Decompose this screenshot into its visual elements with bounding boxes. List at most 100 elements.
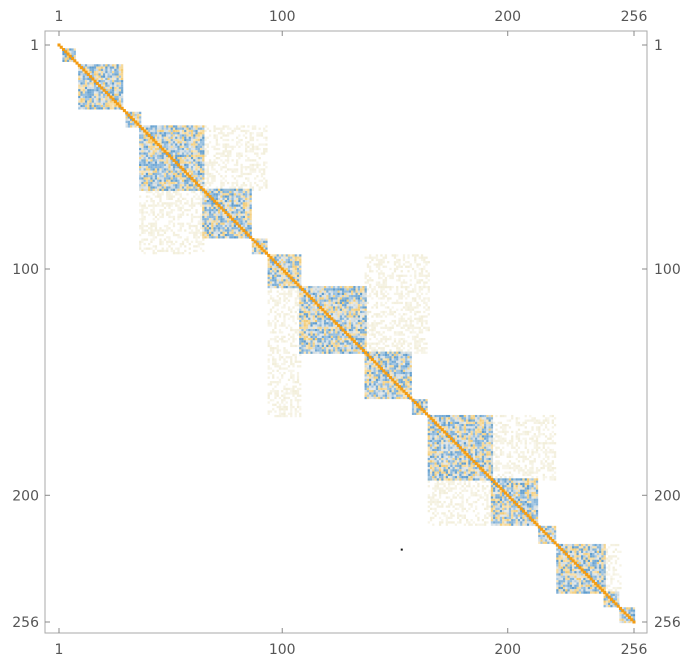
diagonal-cell: [305, 292, 309, 296]
diagonal-cell: [373, 360, 377, 364]
diagonal-block: [411, 399, 428, 415]
diagonal-cell: [418, 405, 422, 409]
diagonal-cell: [512, 500, 517, 504]
diagonal-cell: [425, 412, 429, 416]
diagonal-cell: [316, 303, 320, 307]
diagonal-cell: [582, 570, 586, 574]
diagonal-cell: [337, 324, 341, 328]
diagonal-cell: [134, 120, 138, 124]
diagonal-cell: [186, 172, 190, 176]
diagonal-cell: [255, 242, 259, 246]
diagonal-cell: [86, 72, 90, 76]
diagonal-cell: [215, 201, 219, 205]
diagonal-cell: [436, 423, 440, 427]
diagonal-cell: [560, 548, 564, 552]
faint-region: [267, 285, 302, 418]
diagonal-cell: [370, 357, 374, 362]
diagonal-cell: [540, 527, 544, 531]
diagonal-cell: [167, 154, 172, 158]
y-tick-label-right: 200: [654, 488, 681, 504]
diagonal-cell: [350, 337, 354, 341]
diagonal-cell: [165, 152, 169, 156]
diagonal-cell: [152, 138, 156, 142]
diagonal-cell: [172, 158, 176, 162]
diagonal-cell: [303, 290, 307, 294]
diagonal-cell: [352, 339, 356, 343]
diagonal-cell: [625, 613, 629, 617]
diagonal-cell: [77, 63, 81, 67]
diagonal-cell: [113, 100, 117, 104]
diagonal-cell: [237, 224, 241, 228]
diagonal-cell: [549, 536, 553, 540]
diagonal-cell: [346, 333, 350, 337]
diagonal-cell: [589, 577, 593, 581]
diagonal-block: [364, 351, 412, 400]
diagonal-cell: [427, 414, 431, 418]
x-tick-label-bottom: 200: [494, 642, 521, 658]
diagonal-cell: [213, 199, 217, 203]
diagonal-cell: [129, 115, 133, 119]
diagonal-cell: [558, 545, 562, 549]
diagonal-cell: [569, 557, 573, 561]
faint-region: [427, 478, 494, 526]
diagonal-cell: [357, 344, 361, 348]
diagonal-cell: [472, 459, 476, 463]
diagonal-cell: [411, 398, 415, 402]
diagonal-cell: [199, 186, 203, 190]
diagonal-cell: [102, 88, 106, 92]
diagonal-cell: [368, 355, 372, 359]
diagonal-cell: [107, 93, 111, 97]
diagonal-cell: [546, 534, 550, 538]
diagonal-cell: [384, 371, 388, 375]
y-tick-label-right: 1: [654, 38, 663, 54]
diagonal-cell: [585, 572, 589, 577]
diagonal-cell: [422, 410, 426, 414]
diagonal-cell: [474, 462, 478, 466]
diagonal-cell: [190, 176, 194, 181]
diagonal-cell: [310, 296, 314, 300]
diagonal-cell: [404, 391, 408, 395]
diagonal-cell: [603, 591, 607, 595]
diagonal-cell: [443, 430, 447, 434]
diagonal-cell: [461, 448, 465, 452]
diagonal-cell: [429, 416, 433, 420]
diagonal-cell: [355, 342, 359, 346]
x-tick-label-top: 100: [269, 9, 296, 25]
diagonal-cell: [145, 131, 149, 135]
diagonal-cell: [537, 525, 541, 529]
diagonal-cell: [66, 52, 70, 56]
diagonal-cell: [607, 595, 611, 599]
diagonal-cell: [57, 43, 61, 47]
diagonal-cell: [231, 217, 235, 221]
diagonal-cell: [64, 50, 68, 54]
diagonal-cell: [285, 272, 289, 276]
diagonal-cell: [109, 95, 113, 99]
diagonal-cell: [400, 387, 404, 391]
diagonal-cell: [276, 262, 280, 267]
diagonal-cell: [458, 446, 462, 450]
diagonal-cell: [98, 84, 102, 88]
diagonal-cell: [267, 253, 271, 257]
diagonal-cell: [517, 505, 521, 509]
diagonal-cell: [291, 278, 296, 282]
diagonal-cell: [156, 143, 160, 147]
diagonal-cell: [544, 532, 548, 536]
diagonal-cell: [118, 104, 122, 108]
diagonal-cell: [587, 575, 591, 579]
diagonal-cell: [632, 620, 636, 624]
diagonal-block: [427, 414, 494, 481]
diagonal-cell: [339, 326, 343, 330]
diagonal-cell: [91, 77, 95, 81]
diagonal-cell: [323, 310, 327, 314]
off-block-faint-regions: [139, 125, 622, 594]
diagonal-cell: [497, 484, 501, 488]
x-tick-label-top: 200: [494, 9, 521, 25]
diagonal-cell: [440, 428, 444, 432]
y-tick-label-right: 256: [654, 615, 681, 631]
main-diagonal: [57, 43, 636, 624]
diagonal-cell: [75, 61, 79, 65]
diagonal-cell: [379, 367, 383, 371]
diagonal-cell: [240, 226, 244, 230]
y-tick-label-left: 100: [12, 262, 39, 278]
